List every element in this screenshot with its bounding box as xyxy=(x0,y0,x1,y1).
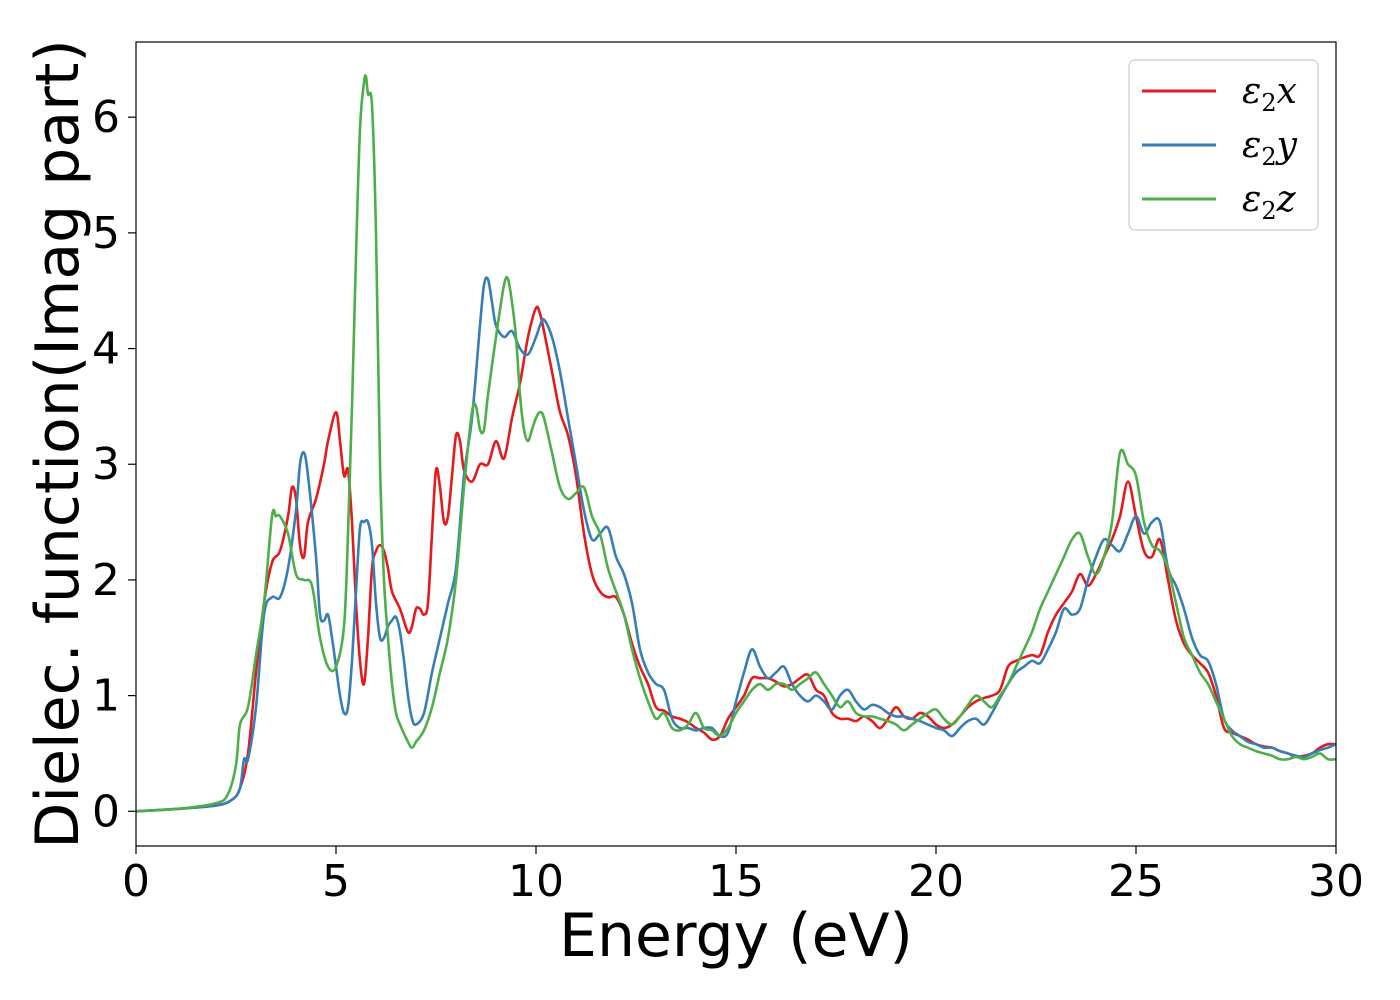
x-tick-label: 10 xyxy=(508,856,564,907)
series-line-y xyxy=(136,276,1336,813)
y-tick-label: 0 xyxy=(92,786,120,837)
series-layer xyxy=(136,74,1336,813)
x-axis-ticks: 0 5 10 15 20 25 30 xyxy=(122,846,1364,907)
y-axis-ticks: 0 1 2 3 4 5 6 xyxy=(92,92,136,837)
x-tick-label: 25 xyxy=(1108,856,1164,907)
legend-label-z: ε2z xyxy=(1242,179,1297,225)
y-tick-label: 6 xyxy=(92,92,120,143)
series-line-x xyxy=(136,305,1336,813)
y-tick-label: 4 xyxy=(92,324,120,375)
y-tick-label: 3 xyxy=(92,439,120,490)
legend-label-x: ε2x xyxy=(1242,71,1297,117)
y-tick-label: 2 xyxy=(92,555,120,606)
y-tick-label: 1 xyxy=(92,671,120,722)
series-line-z xyxy=(136,74,1336,813)
y-axis-label: Dielec. function(Imag part) xyxy=(23,39,93,849)
x-tick-label: 5 xyxy=(322,856,350,907)
x-tick-label: 0 xyxy=(122,856,150,907)
legend-box xyxy=(1128,59,1319,231)
legend: ε2x ε2y ε2z xyxy=(1128,59,1319,231)
y-tick-label: 5 xyxy=(92,208,120,259)
x-axis-label: Energy (eV) xyxy=(559,901,913,971)
x-tick-label: 15 xyxy=(708,856,764,907)
x-tick-label: 20 xyxy=(908,856,964,907)
x-tick-label: 30 xyxy=(1308,856,1364,907)
legend-label-y: ε2y xyxy=(1242,125,1298,171)
